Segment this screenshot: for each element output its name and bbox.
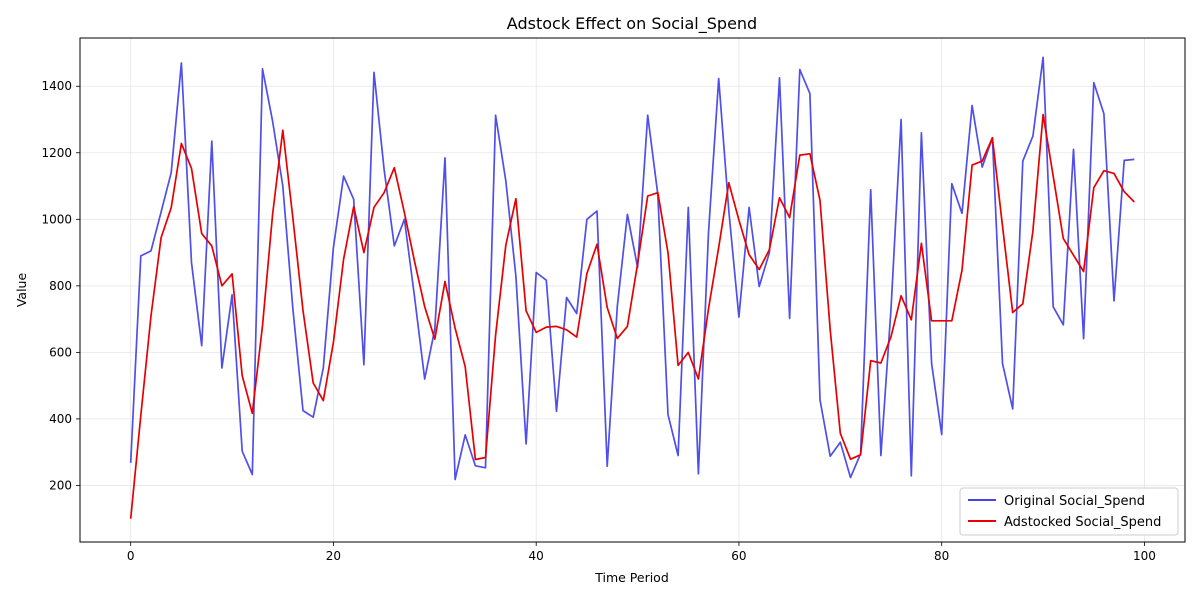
series-line-original <box>129 56 1135 481</box>
y-tick-label: 600 <box>49 345 72 359</box>
x-tick-label: 100 <box>1133 549 1156 563</box>
x-axis-label: Time Period <box>594 570 669 585</box>
y-axis-label: Value <box>14 273 29 308</box>
grid <box>80 38 1185 542</box>
series-line-adstocked <box>129 113 1135 519</box>
series-lines <box>129 56 1135 519</box>
x-tick-label: 0 <box>127 549 135 563</box>
x-tick-label: 40 <box>529 549 544 563</box>
x-tick-label: 20 <box>326 549 341 563</box>
y-tick-label: 1200 <box>41 146 72 160</box>
x-tick-label: 60 <box>731 549 746 563</box>
y-tick-label: 400 <box>49 412 72 426</box>
x-tick-label: 80 <box>934 549 949 563</box>
y-tick-label: 200 <box>49 478 72 492</box>
y-tick-label: 800 <box>49 279 72 293</box>
legend: Original Social_Spend Adstocked Social_S… <box>959 487 1179 536</box>
axis-ticks: 0 20 40 60 80 100 200 400 600 800 1000 1200 1400 <box>41 79 1155 563</box>
y-tick-label: 1000 <box>41 212 72 226</box>
plot-area-frame <box>79 37 1186 543</box>
legend-label-original: Original Social_Spend <box>1004 494 1145 509</box>
chart-title: Adstock Effect on Social_Spend <box>507 14 757 34</box>
legend-box <box>959 487 1179 536</box>
y-tick-label: 1400 <box>41 79 72 93</box>
legend-label-adstocked: Adstocked Social_Spend <box>1004 515 1161 530</box>
